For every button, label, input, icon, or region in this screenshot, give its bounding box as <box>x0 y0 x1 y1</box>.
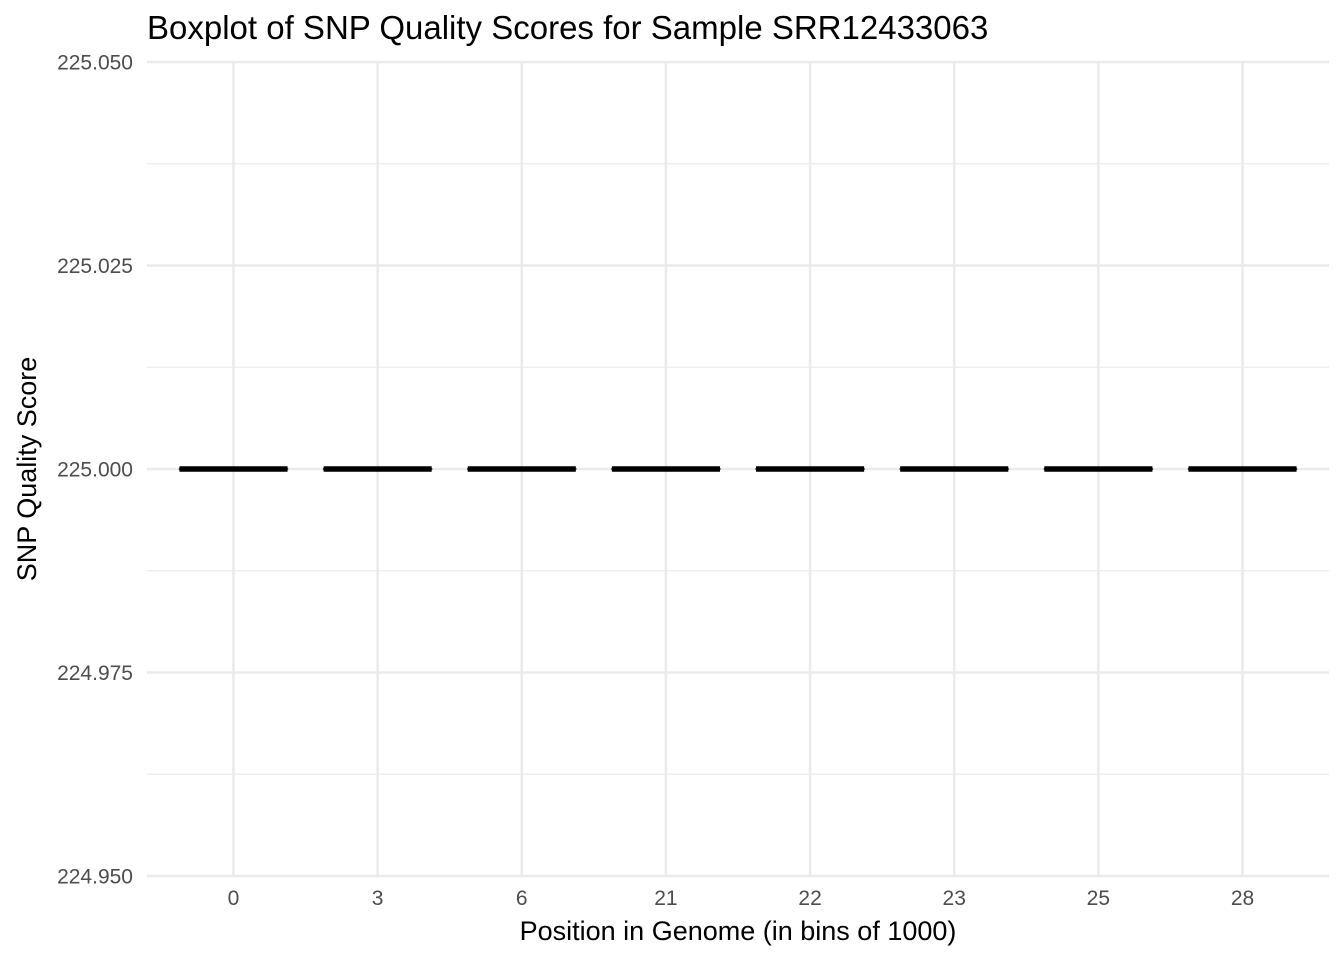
y-axis-title: SNP Quality Score <box>12 357 42 582</box>
x-tick-label: 3 <box>372 887 384 910</box>
y-tick-label: 225.025 <box>57 255 133 278</box>
x-axis-title: Position in Genome (in bins of 1000) <box>520 916 957 946</box>
x-tick-label: 22 <box>798 887 821 910</box>
chart-title: Boxplot of SNP Quality Scores for Sample… <box>147 9 988 46</box>
y-tick-label: 225.050 <box>57 52 133 75</box>
x-tick-label: 21 <box>654 887 677 910</box>
y-tick-label: 224.975 <box>57 662 133 685</box>
x-tick-label: 0 <box>228 887 240 910</box>
x-axis-ticks: 0 3 6 21 22 23 25 28 <box>228 887 1255 910</box>
y-tick-label: 224.950 <box>57 866 133 889</box>
x-tick-label: 23 <box>943 887 966 910</box>
x-tick-label: 6 <box>516 887 528 910</box>
y-tick-label: 225.000 <box>57 459 133 482</box>
x-tick-label: 25 <box>1087 887 1110 910</box>
y-axis-ticks: 224.950 224.975 225.000 225.025 225.050 <box>57 52 133 889</box>
x-tick-label: 28 <box>1231 887 1254 910</box>
